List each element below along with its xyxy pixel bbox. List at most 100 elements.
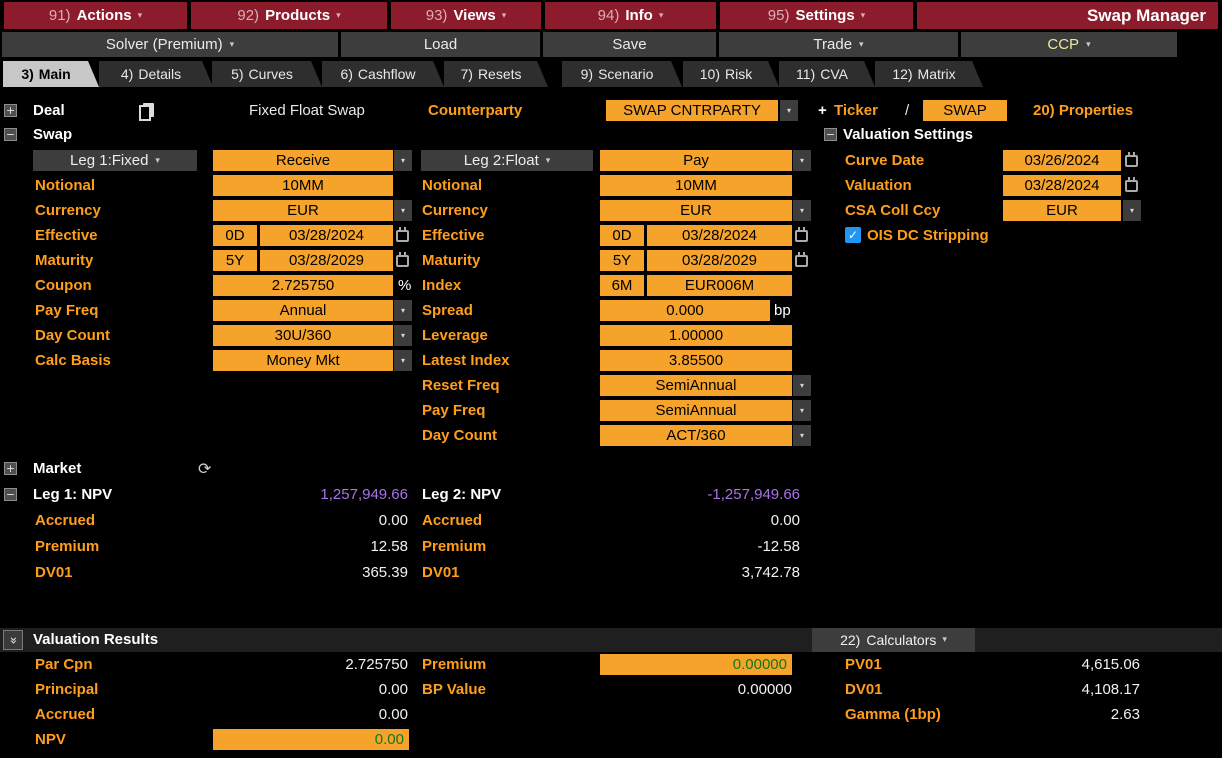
chevron-down-icon[interactable]: ▾ [793,150,811,171]
leg2-payfreq-field[interactable]: SemiAnnual [600,400,792,421]
menu-actions[interactable]: 91) Actions ▾ [4,2,187,29]
chevron-down-icon[interactable]: ▾ [394,350,412,371]
ccp-button[interactable]: CCP ▾ [961,32,1177,57]
leg1-maturity-tenor-field[interactable]: 5Y [213,250,257,271]
leg2-latestindex-field[interactable]: 3.85500 [600,350,792,371]
ois-dc-stripping-checkbox[interactable]: ✓ [845,227,861,243]
leg2-header-button[interactable]: Leg 2:Float ▾ [421,150,593,171]
leg2-daycount-field[interactable]: ACT/360 [600,425,792,446]
calendar-icon[interactable] [396,252,409,267]
leg2-index-field[interactable]: EUR006M [647,275,792,296]
leg1-currency-label: Currency [35,202,101,219]
tab-resets[interactable]: 7) Resets [444,61,548,87]
menu-number: 95) [767,7,790,24]
expand-icon[interactable]: + [4,462,17,475]
leg1-effective-label: Effective [35,227,98,244]
copy-icon[interactable] [139,103,154,121]
leg2-effective-date-field[interactable]: 03/28/2024 [647,225,792,246]
leg2-leverage-field[interactable]: 1.00000 [600,325,792,346]
menu-views[interactable]: 93) Views ▾ [391,2,541,29]
chevron-down-icon[interactable]: ▾ [793,200,811,221]
ticker-label: Ticker [834,102,878,119]
tab-matrix[interactable]: 12) Matrix [875,61,983,87]
double-chevron-icon[interactable]: » [3,630,23,650]
leg2-effective-tenor-field[interactable]: 0D [600,225,644,246]
menu-number: 91) [48,7,71,24]
tab-scenario[interactable]: 9) Scenario [562,61,682,87]
chevron-down-icon[interactable]: ▾ [780,100,798,121]
leg2-resetfreq-field[interactable]: SemiAnnual [600,375,792,396]
properties-link[interactable]: 20) Properties [1033,102,1134,119]
section-headers-row: − Swap − Valuation Settings [0,124,1222,146]
leg1-coupon-field[interactable]: 2.725750 [213,275,393,296]
collapse-icon[interactable]: − [824,128,837,141]
ticker-field[interactable]: SWAP [923,100,1007,121]
leg2-maturity-date-field[interactable]: 03/28/2029 [647,250,792,271]
tab-details[interactable]: 4) Details [99,61,213,87]
tab-cva[interactable]: 11) CVA [779,61,875,87]
calendar-icon[interactable] [795,252,808,267]
tab-label: Matrix [917,66,956,82]
chevron-down-icon[interactable]: ▾ [793,400,811,421]
calendar-icon[interactable] [396,227,409,242]
valuation-date-field[interactable]: 03/28/2024 [1003,175,1121,196]
chevron-down-icon[interactable]: ▾ [793,425,811,446]
tab-cashflow[interactable]: 6) Cashflow [322,61,444,87]
leg1-calcbasis-field[interactable]: Money Mkt [213,350,393,371]
counterparty-field[interactable]: SWAP CNTRPARTY [606,100,778,121]
refresh-icon[interactable]: ⟳ [198,459,212,478]
leg1-header-label: Leg 1:Fixed [70,152,149,169]
leg1-dv01-value: 365.39 [362,564,408,581]
tab-number: 9) [580,66,594,82]
leg2-currency-field[interactable]: EUR [600,200,792,221]
leg2-index-tenor-field[interactable]: 6M [600,275,644,296]
leg2-notional-field[interactable]: 10MM [600,175,792,196]
leg1-npv-value: 1,257,949.66 [320,486,408,503]
premium-result-field[interactable]: 0.00000 [600,654,792,675]
tab-risk[interactable]: 10) Risk [683,61,779,87]
csa-ccy-field[interactable]: EUR [1003,200,1121,221]
calendar-icon[interactable] [795,227,808,242]
market-title: Market [33,460,82,477]
tab-curves[interactable]: 5) Curves [212,61,322,87]
leg1-daycount-field[interactable]: 30U/360 [213,325,393,346]
leg1-payfreq-field[interactable]: Annual [213,300,393,321]
calendar-icon[interactable] [1125,152,1138,167]
chevron-down-icon[interactable]: ▾ [394,200,412,221]
leg2-leverage-label: Leverage [422,327,488,344]
collapse-icon[interactable]: − [4,128,17,141]
chevron-down-icon[interactable]: ▾ [793,375,811,396]
chevron-down-icon[interactable]: ▾ [394,325,412,346]
save-button[interactable]: Save [543,32,716,57]
trade-button[interactable]: Trade ▾ [719,32,958,57]
chevron-down-icon[interactable]: ▾ [1123,200,1141,221]
solver-button[interactable]: Solver (Premium) ▾ [2,32,338,57]
leg2-header-label: Leg 2:Float [463,152,539,169]
menu-label: Settings [795,7,855,24]
npv-result-field[interactable]: 0.00 [213,729,409,750]
menu-settings[interactable]: 95) Settings ▾ [720,2,913,29]
leg1-maturity-date-field[interactable]: 03/28/2029 [260,250,393,271]
leg1-effective-date-field[interactable]: 03/28/2024 [260,225,393,246]
pv01-label: PV01 [845,656,882,673]
expand-icon[interactable]: + [4,104,17,117]
check-icon: ✓ [847,228,859,242]
leg1-header-button[interactable]: Leg 1:Fixed ▾ [33,150,197,171]
collapse-icon[interactable]: − [4,488,17,501]
leg1-notional-field[interactable]: 10MM [213,175,393,196]
menu-products[interactable]: 92) Products ▾ [191,2,387,29]
leg2-direction-field[interactable]: Pay [600,150,792,171]
calendar-icon[interactable] [1125,177,1138,192]
load-button[interactable]: Load [341,32,540,57]
chevron-down-icon[interactable]: ▾ [394,300,412,321]
curve-date-field[interactable]: 03/26/2024 [1003,150,1121,171]
leg1-effective-tenor-field[interactable]: 0D [213,225,257,246]
tab-main[interactable]: 3) Main [3,61,99,87]
leg1-currency-field[interactable]: EUR [213,200,393,221]
leg2-spread-field[interactable]: 0.000 [600,300,770,321]
chevron-down-icon[interactable]: ▾ [394,150,412,171]
leg1-direction-field[interactable]: Receive [213,150,393,171]
calculators-button[interactable]: 22) Calculators ▾ [812,628,975,652]
menu-info[interactable]: 94) Info ▾ [545,2,716,29]
leg2-maturity-tenor-field[interactable]: 5Y [600,250,644,271]
